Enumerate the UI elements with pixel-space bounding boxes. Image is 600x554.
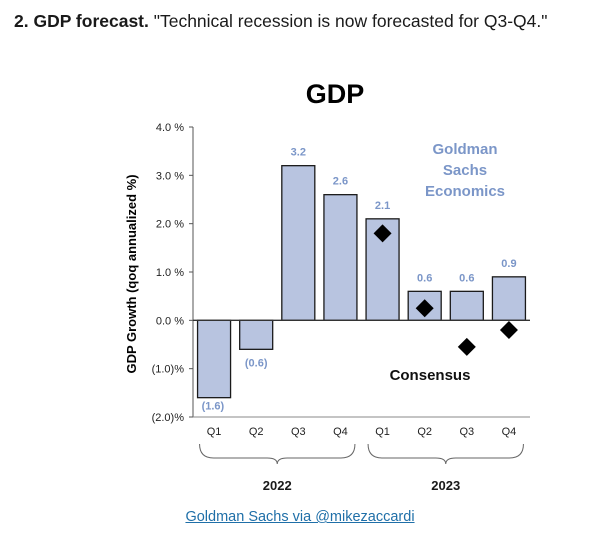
year-brace: [367, 443, 524, 465]
y-tick-label: 1.0 %: [156, 267, 184, 279]
y-tick-label: (1.0)%: [152, 364, 185, 376]
headline-lead: 2. GDP forecast.: [14, 11, 149, 31]
bar-value-label: 0.9: [501, 258, 516, 270]
x-tick-label: Q1: [375, 426, 390, 438]
bar-value-label: 2.6: [333, 176, 348, 188]
x-tick-label: Q2: [249, 426, 264, 438]
gdp-bar: [196, 319, 232, 399]
gdp-bar: [323, 194, 358, 321]
bar-value-label: (1.6): [202, 401, 225, 413]
x-tick-label: Q1: [207, 426, 222, 438]
bar-value-label: 0.6: [417, 272, 432, 284]
y-axis-label: GDP Growth (qoq annualized %): [124, 174, 139, 373]
x-tick-label: Q3: [291, 426, 306, 438]
y-tick-label: 3.0 %: [156, 170, 184, 182]
goldman-sachs-legend-label: Goldman: [432, 141, 497, 158]
gdp-bar: [239, 319, 274, 350]
source-credit-link[interactable]: Goldman Sachs via @mikezaccardi: [185, 509, 415, 525]
x-tick-label: Q4: [502, 426, 517, 438]
bar-value-label: (0.6): [245, 357, 268, 369]
y-tick-label: 4.0 %: [156, 122, 184, 134]
x-tick-label: Q3: [459, 426, 474, 438]
gdp-bar: [491, 276, 527, 321]
x-tick-label: Q2: [417, 426, 432, 438]
y-tick-label: 0.0 %: [156, 315, 184, 327]
headline-quote: "Technical recession is now forecasted f…: [153, 11, 548, 31]
chart-title: GDP: [306, 79, 365, 109]
gdp-bar: [281, 165, 316, 321]
goldman-sachs-legend-label: Economics: [425, 183, 505, 200]
consensus-marker: [415, 299, 434, 318]
y-tick-label: 2.0 %: [156, 219, 184, 231]
source-credit: Goldman Sachs via @mikezaccardi: [0, 509, 600, 525]
gdp-bar: [449, 290, 484, 321]
consensus-marker: [457, 337, 476, 356]
consensus-legend-label: Consensus: [390, 367, 471, 384]
bar-value-label: 3.2: [291, 147, 306, 159]
year-brace: [199, 443, 356, 465]
consensus-marker: [373, 224, 392, 243]
headline: 2. GDP forecast. "Technical recession is…: [14, 9, 594, 33]
goldman-sachs-legend-label: Sachs: [443, 162, 487, 179]
bar-value-label: 2.1: [375, 200, 390, 212]
bar-value-label: 0.6: [459, 272, 474, 284]
year-label: 2023: [431, 478, 460, 493]
x-tick-label: Q4: [333, 426, 348, 438]
y-tick-label: (2.0)%: [152, 412, 185, 424]
year-label: 2022: [263, 478, 292, 493]
consensus-marker: [499, 321, 518, 339]
